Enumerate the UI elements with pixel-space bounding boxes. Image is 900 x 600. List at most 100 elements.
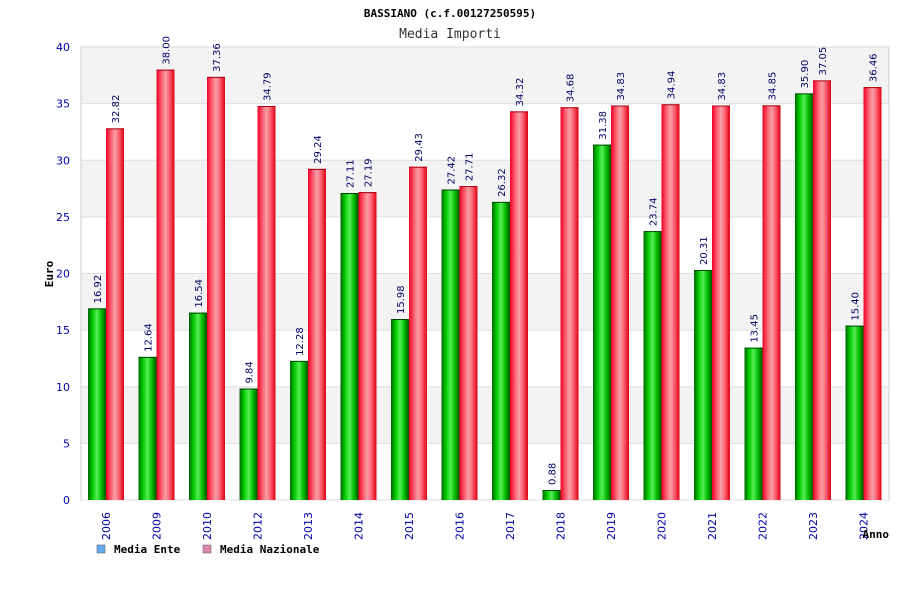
- bar-media-nazionale-2012: [257, 106, 276, 501]
- x-tick-label-2010: 2010: [201, 512, 214, 540]
- x-tick-label-2015: 2015: [403, 512, 416, 540]
- data-label-media-nazionale-2022: 34.85: [768, 72, 779, 101]
- x-tick-label-2014: 2014: [353, 512, 366, 540]
- data-label-media-ente-2024: 15.40: [851, 292, 862, 321]
- x-tick-label-2019: 2019: [605, 512, 618, 540]
- x-axis-ticks: 2006 2009 2010 2012 2013 2014 2015 2016 2017 2018…: [100, 512, 871, 540]
- chart-title: BASSIANO (c.f.00127250595): [364, 7, 536, 20]
- data-label-media-nazionale-2014: 27.19: [364, 158, 375, 187]
- bar-media-nazionale-2014: [358, 192, 377, 501]
- x-tick-label-2009: 2009: [151, 512, 164, 540]
- x-tick-label-2022: 2022: [757, 512, 770, 540]
- data-label-media-nazionale-2017: 34.32: [515, 78, 526, 107]
- bar-media-nazionale-2019: [611, 105, 629, 501]
- legend-label-media-nazionale: Media Nazionale: [220, 543, 320, 556]
- x-tick-label-2006: 2006: [100, 512, 113, 540]
- bar-media-nazionale-2006: [106, 128, 124, 500]
- data-label-media-nazionale-2012: 34.79: [263, 72, 274, 101]
- y-tick-label: 40: [56, 41, 70, 54]
- x-tick-label-2017: 2017: [504, 512, 517, 540]
- data-label-media-ente-2010: 16.54: [194, 279, 205, 308]
- chart-subtitle: Media Importi: [399, 27, 501, 42]
- x-tick-label-2020: 2020: [656, 512, 669, 540]
- legend-label-media-ente: Media Ente: [114, 543, 181, 556]
- bar-media-ente-2022: [744, 347, 763, 500]
- legend-swatch-media-nazionale: [202, 544, 212, 554]
- data-label-media-ente-2019: 31.38: [598, 111, 609, 140]
- data-label-media-ente-2012: 9.84: [245, 361, 256, 383]
- bar-media-nazionale-2017: [510, 111, 528, 501]
- bar-media-ente-2010: [189, 312, 207, 500]
- y-axis-label: Euro: [43, 260, 56, 287]
- bar-media-nazionale-2024: [863, 87, 882, 500]
- legend: Media Ente Media Nazionale: [96, 543, 320, 556]
- bar-media-ente-2012: [239, 388, 258, 500]
- bar-media-ente-2015: [391, 319, 409, 500]
- bars: [88, 69, 882, 501]
- data-label-media-nazionale-2024: 36.46: [869, 53, 880, 82]
- data-label-media-nazionale-2015: 29.43: [414, 133, 425, 162]
- data-label-media-ente-2020: 23.74: [649, 198, 660, 227]
- bar-media-nazionale-2020: [661, 104, 680, 500]
- data-label-media-ente-2015: 15.98: [396, 285, 407, 314]
- y-tick-label: 30: [56, 154, 70, 167]
- bar-media-ente-2017: [492, 201, 510, 500]
- bar-media-nazionale-2018: [560, 107, 579, 501]
- bar-media-nazionale-2016: [459, 186, 478, 500]
- x-axis-label: Anno: [863, 528, 890, 541]
- data-label-media-nazionale-2020: 34.94: [667, 71, 678, 100]
- x-tick-label-2018: 2018: [555, 512, 568, 540]
- bar-media-ente-2019: [593, 144, 611, 500]
- data-label-media-ente-2022: 13.45: [750, 314, 761, 343]
- y-tick-label: 25: [56, 211, 70, 224]
- data-label-media-nazionale-2018: 34.68: [566, 74, 577, 103]
- bar-media-ente-2014: [340, 192, 359, 500]
- y-tick-label: 10: [56, 381, 70, 394]
- y-axis-ticks: 0 5 10 15 20 25 30 35 40: [56, 41, 70, 507]
- data-label-media-nazionale-2023: 37.05: [818, 47, 829, 76]
- data-label-media-nazionale-2019: 34.83: [616, 72, 627, 101]
- data-labels: 16.92 32.82 12.64 38.00 16.54 37.36 9.84 34.79 1…: [93, 36, 880, 485]
- bar-media-nazionale-2009: [156, 69, 175, 501]
- x-tick-label-2016: 2016: [454, 512, 467, 540]
- data-label-media-ente-2014: 27.11: [346, 159, 357, 188]
- bar-media-nazionale-2013: [308, 168, 326, 500]
- y-tick-label: 35: [56, 98, 70, 111]
- bar-media-nazionale-2023: [813, 80, 831, 500]
- data-label-media-ente-2018: 0.88: [548, 463, 559, 485]
- bar-media-nazionale-2015: [409, 166, 427, 500]
- data-label-media-ente-2009: 12.64: [144, 323, 155, 352]
- x-tick-label-2021: 2021: [706, 512, 719, 540]
- bar-media-nazionale-2010: [207, 76, 225, 500]
- y-tick-label: 20: [56, 268, 70, 281]
- data-label-media-nazionale-2013: 29.24: [313, 135, 324, 164]
- data-label-media-ente-2021: 20.31: [699, 236, 710, 265]
- x-tick-label-2023: 2023: [807, 512, 820, 540]
- data-label-media-nazionale-2006: 32.82: [111, 95, 122, 124]
- data-label-media-nazionale-2010: 37.36: [212, 43, 223, 72]
- data-label-media-ente-2013: 12.28: [295, 327, 306, 356]
- legend-swatch-media-ente: [96, 544, 106, 554]
- bar-media-ente-2016: [441, 189, 460, 500]
- data-label-media-ente-2023: 35.90: [800, 60, 811, 89]
- bar-media-ente-2009: [138, 356, 157, 500]
- bar-media-ente-2006: [88, 308, 106, 500]
- bar-media-ente-2023: [795, 93, 813, 501]
- data-label-media-ente-2017: 26.32: [497, 168, 508, 197]
- y-tick-label: 15: [56, 324, 70, 337]
- bar-media-ente-2020: [643, 231, 662, 500]
- data-label-media-nazionale-2009: 38.00: [162, 36, 173, 65]
- data-label-media-ente-2006: 16.92: [93, 275, 104, 304]
- data-label-media-ente-2016: 27.42: [447, 156, 458, 185]
- bar-media-nazionale-2021: [712, 105, 730, 501]
- x-tick-label-2013: 2013: [302, 512, 315, 540]
- bar-media-nazionale-2022: [762, 105, 781, 500]
- y-tick-label: 0: [63, 494, 70, 507]
- data-label-media-nazionale-2016: 27.71: [465, 153, 476, 182]
- bar-media-ente-2013: [290, 360, 308, 500]
- x-tick-label-2024: 2024: [858, 512, 871, 540]
- bar-media-ente-2018: [542, 490, 561, 500]
- x-tick-label-2012: 2012: [252, 512, 265, 540]
- data-label-media-nazionale-2021: 34.83: [717, 72, 728, 101]
